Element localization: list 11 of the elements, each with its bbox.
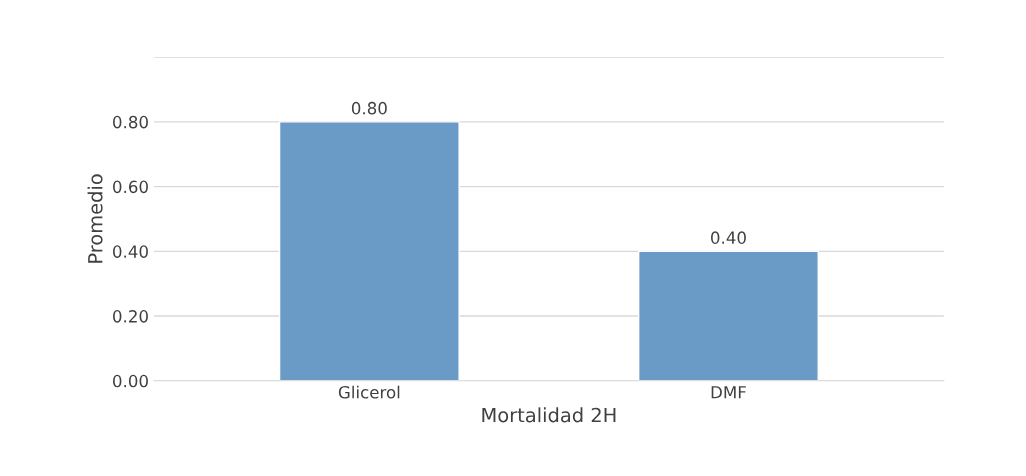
y-tick-label: 0.80 bbox=[113, 115, 148, 129]
x-tick-label: DMF bbox=[711, 386, 746, 399]
y-tick-label: 0.40 bbox=[113, 245, 148, 258]
data-label: 0.40 bbox=[711, 231, 746, 244]
x-tick-label: Glicerol bbox=[338, 385, 400, 399]
y-tick-label: 0.20 bbox=[113, 310, 148, 323]
data-label: 0.80 bbox=[351, 101, 387, 115]
y-axis-title: Promedio bbox=[87, 174, 103, 263]
x-axis-title: Mortalidad 2H bbox=[482, 407, 616, 423]
y-tick-label: 0.00 bbox=[113, 374, 148, 388]
y-tick-label: 0.60 bbox=[113, 180, 148, 194]
